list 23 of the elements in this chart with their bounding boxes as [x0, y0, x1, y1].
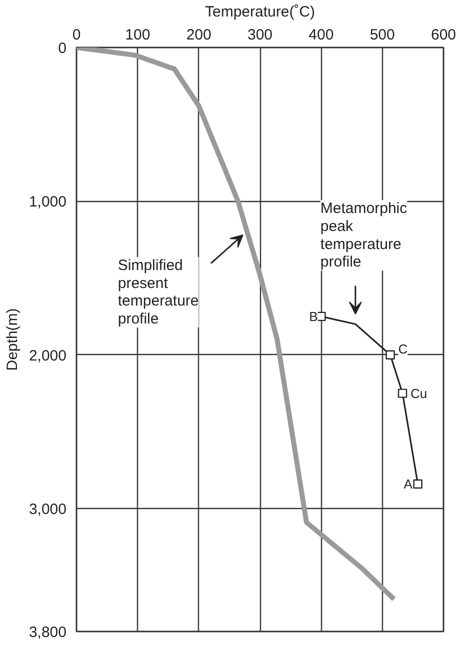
- x-tick-label: 200: [186, 26, 212, 44]
- y-tick-label: 0: [58, 40, 66, 57]
- annotation: Metamorphic peak temperature profile: [320, 200, 408, 271]
- point: [413, 479, 422, 489]
- x-tick-label: 500: [370, 26, 395, 44]
- annotation: Cu: [410, 386, 428, 401]
- y-tick-label: 3,800: [28, 624, 67, 641]
- x-tick-label: 400: [308, 26, 334, 44]
- annotation: C: [398, 341, 408, 356]
- x-axis-title: Temperature(˚C): [204, 4, 316, 20]
- x-tick-label: 300: [247, 26, 273, 44]
- x-tick-label: 0: [72, 26, 81, 44]
- point: [386, 350, 395, 360]
- x-tick-label: 100: [125, 26, 150, 44]
- y-tick-label: 3,000: [28, 501, 67, 518]
- y-tick-label: 1,000: [28, 194, 67, 211]
- y-axis-title: Depth(m): [4, 308, 21, 371]
- annotation: Simplified present temperature profile: [118, 256, 199, 328]
- x-tick-label: 600: [430, 26, 456, 44]
- point: [398, 388, 408, 398]
- annotation: A: [404, 476, 413, 492]
- annotation: B: [309, 308, 318, 324]
- y-tick-label: 2,000: [28, 347, 67, 364]
